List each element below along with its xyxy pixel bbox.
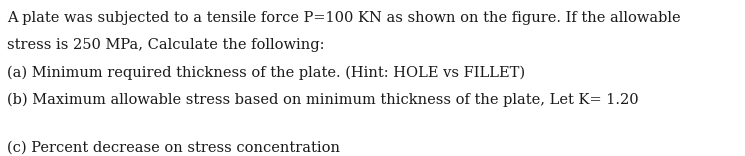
Text: A plate was subjected to a tensile force P=100 KN as shown on the figure. If the: A plate was subjected to a tensile force… — [7, 11, 681, 25]
Text: (a) Minimum required thickness of the plate. (Hint: HOLE vs FILLET): (a) Minimum required thickness of the pl… — [7, 66, 525, 80]
Text: (c) Percent decrease on stress concentration: (c) Percent decrease on stress concentra… — [7, 140, 340, 154]
Text: stress is 250 MPa, Calculate the following:: stress is 250 MPa, Calculate the followi… — [7, 38, 325, 52]
Text: (b) Maximum allowable stress based on minimum thickness of the plate, Let K= 1.2: (b) Maximum allowable stress based on mi… — [7, 93, 639, 107]
